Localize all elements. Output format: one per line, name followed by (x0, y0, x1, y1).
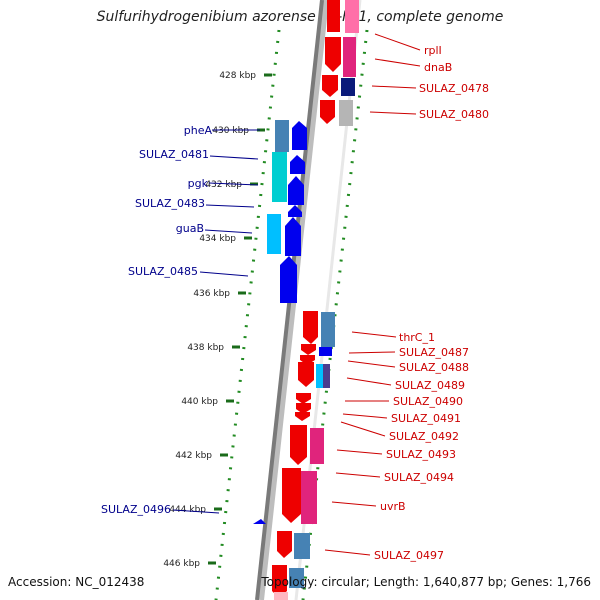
gene-uvrB-arrow (282, 468, 301, 523)
gene-0489-slate (323, 364, 330, 388)
gene-label-SULAZ_0483[interactable]: SULAZ_0483 (135, 197, 205, 210)
gene-pheA-box (275, 120, 289, 152)
gene-label-guaB[interactable]: guaB (176, 222, 204, 235)
gene-label-SULAZ_0494[interactable]: SULAZ_0494 (384, 471, 454, 484)
scale-ticks: 428 kbp 430 kbp 432 kbp 434 kbp 436 kbp 438 k… (163, 71, 272, 569)
gene-label-SULAZ_0480[interactable]: SULAZ_0480 (419, 108, 489, 121)
gene-dnaB-arrow (325, 37, 341, 72)
scale-tick-label: 430 kbp (212, 126, 249, 136)
gene-label-SULAZ_0478[interactable]: SULAZ_0478 (419, 82, 489, 95)
gene-guaB-arrow (285, 217, 301, 256)
gene-label-SULAZ_0488[interactable]: SULAZ_0488 (399, 361, 469, 374)
gene-0478-arrow (322, 75, 338, 97)
leader-line (346, 377, 392, 386)
gene-0481-box (272, 152, 287, 202)
gene-0485-arrow (280, 256, 297, 303)
gene-last-pink (274, 592, 288, 600)
leader-line (205, 204, 255, 208)
scale-tick-label: 436 kbp (193, 289, 230, 299)
gene-pgk-arrow (288, 176, 304, 205)
gene-0481-arrow (290, 155, 305, 174)
gene-0480-arrow (320, 100, 335, 124)
scale-tick-label: 444 kbp (169, 505, 206, 515)
gene-0483-arrow (288, 205, 302, 217)
gene-label-SULAZ_0489[interactable]: SULAZ_0489 (395, 379, 465, 392)
gene-label-SULAZ_0493[interactable]: SULAZ_0493 (386, 448, 456, 461)
leader-line (342, 413, 388, 419)
leader-line (374, 58, 421, 67)
gene-0489-cyan (316, 364, 323, 388)
gene-label-SULAZ_0490[interactable]: SULAZ_0490 (393, 395, 463, 408)
leader-line (209, 155, 259, 160)
leader-line (340, 421, 386, 437)
map-title: Sulfurihydrogenibium azorense Az-Fu1, co… (96, 9, 504, 25)
leader-line (331, 501, 377, 507)
gene-label-SULAZ_0487[interactable]: SULAZ_0487 (399, 346, 469, 359)
scale-tick-label: 428 kbp (219, 71, 256, 81)
gene-last-box (289, 568, 304, 588)
gene-label-pgk[interactable]: pgk (188, 177, 209, 190)
scale-tick-label: 440 kbp (181, 397, 218, 407)
gene-label-rplI[interactable]: rplI (424, 44, 442, 57)
gene-thrC-box (321, 312, 335, 347)
gene-label-dnaB[interactable]: dnaB (424, 61, 452, 74)
leader-line (204, 229, 253, 234)
leader-line (208, 182, 259, 186)
gene-label-SULAZ_0481[interactable]: SULAZ_0481 (139, 148, 209, 161)
gene-last-arrow (272, 565, 287, 598)
gene-rplI-strand (327, 0, 340, 32)
gene-0487-box (319, 347, 332, 356)
gene-0493-arrow (290, 425, 307, 465)
gene-pheA-arrow (292, 121, 307, 150)
gene-label-pheA[interactable]: pheA (184, 124, 213, 137)
scale-tick-label: 446 kbp (163, 559, 200, 569)
outer-ring-left (214, 29, 281, 600)
leader-line (172, 509, 220, 514)
leader-line (336, 449, 383, 455)
gene-label-SULAZ_0485[interactable]: SULAZ_0485 (128, 265, 198, 278)
scale-tick-label: 432 kbp (205, 180, 242, 190)
gene-0497-arrow (277, 531, 292, 558)
gene-dnaB-pink (343, 37, 356, 77)
gene-0491-arrow (296, 403, 311, 414)
gene-thrC-arrow (303, 311, 318, 344)
gene-0487-arrow (301, 344, 316, 355)
accession-text: Accession: NC_012438 (8, 575, 145, 589)
gene-0489-arrow (298, 362, 314, 387)
leader-line (199, 271, 249, 277)
leader-line (347, 360, 396, 368)
gene-label-SULAZ_0496[interactable]: SULAZ_0496 (101, 503, 171, 516)
gene-0478-navy (341, 78, 355, 96)
topology-text: Topology: circular; Length: 1,640,877 bp… (261, 575, 591, 589)
leader-line (374, 33, 421, 51)
leader-line (371, 85, 417, 89)
scale-tick-label: 434 kbp (199, 234, 236, 244)
gene-0490-arrow (296, 393, 311, 404)
leader-line (351, 331, 397, 338)
gene-0496-arrow (253, 519, 266, 524)
gene-label-SULAZ_0492[interactable]: SULAZ_0492 (389, 430, 459, 443)
gene-rplI-pink (345, 0, 359, 33)
gene-0492-arrow (295, 412, 310, 421)
gene-0497-box (294, 533, 310, 559)
leader-line (369, 111, 417, 115)
gene-label-SULAZ_0497[interactable]: SULAZ_0497 (374, 549, 444, 562)
label-leaders (172, 33, 421, 556)
gene-label-thrC_1[interactable]: thrC_1 (399, 331, 435, 344)
scale-tick-label: 442 kbp (175, 451, 212, 461)
gene-label-uvrB[interactable]: uvrB (380, 500, 406, 513)
scale-tick-label: 438 kbp (187, 343, 224, 353)
gene-uvrB-pink (301, 471, 317, 524)
gene-0480-grey (339, 100, 353, 126)
gene-label-SULAZ_0491[interactable]: SULAZ_0491 (391, 412, 461, 425)
gene-guaB-box (267, 214, 281, 254)
leader-line (335, 472, 381, 478)
leader-line (324, 549, 371, 556)
leader-line (348, 351, 396, 354)
gene-0493-pink (310, 428, 324, 464)
